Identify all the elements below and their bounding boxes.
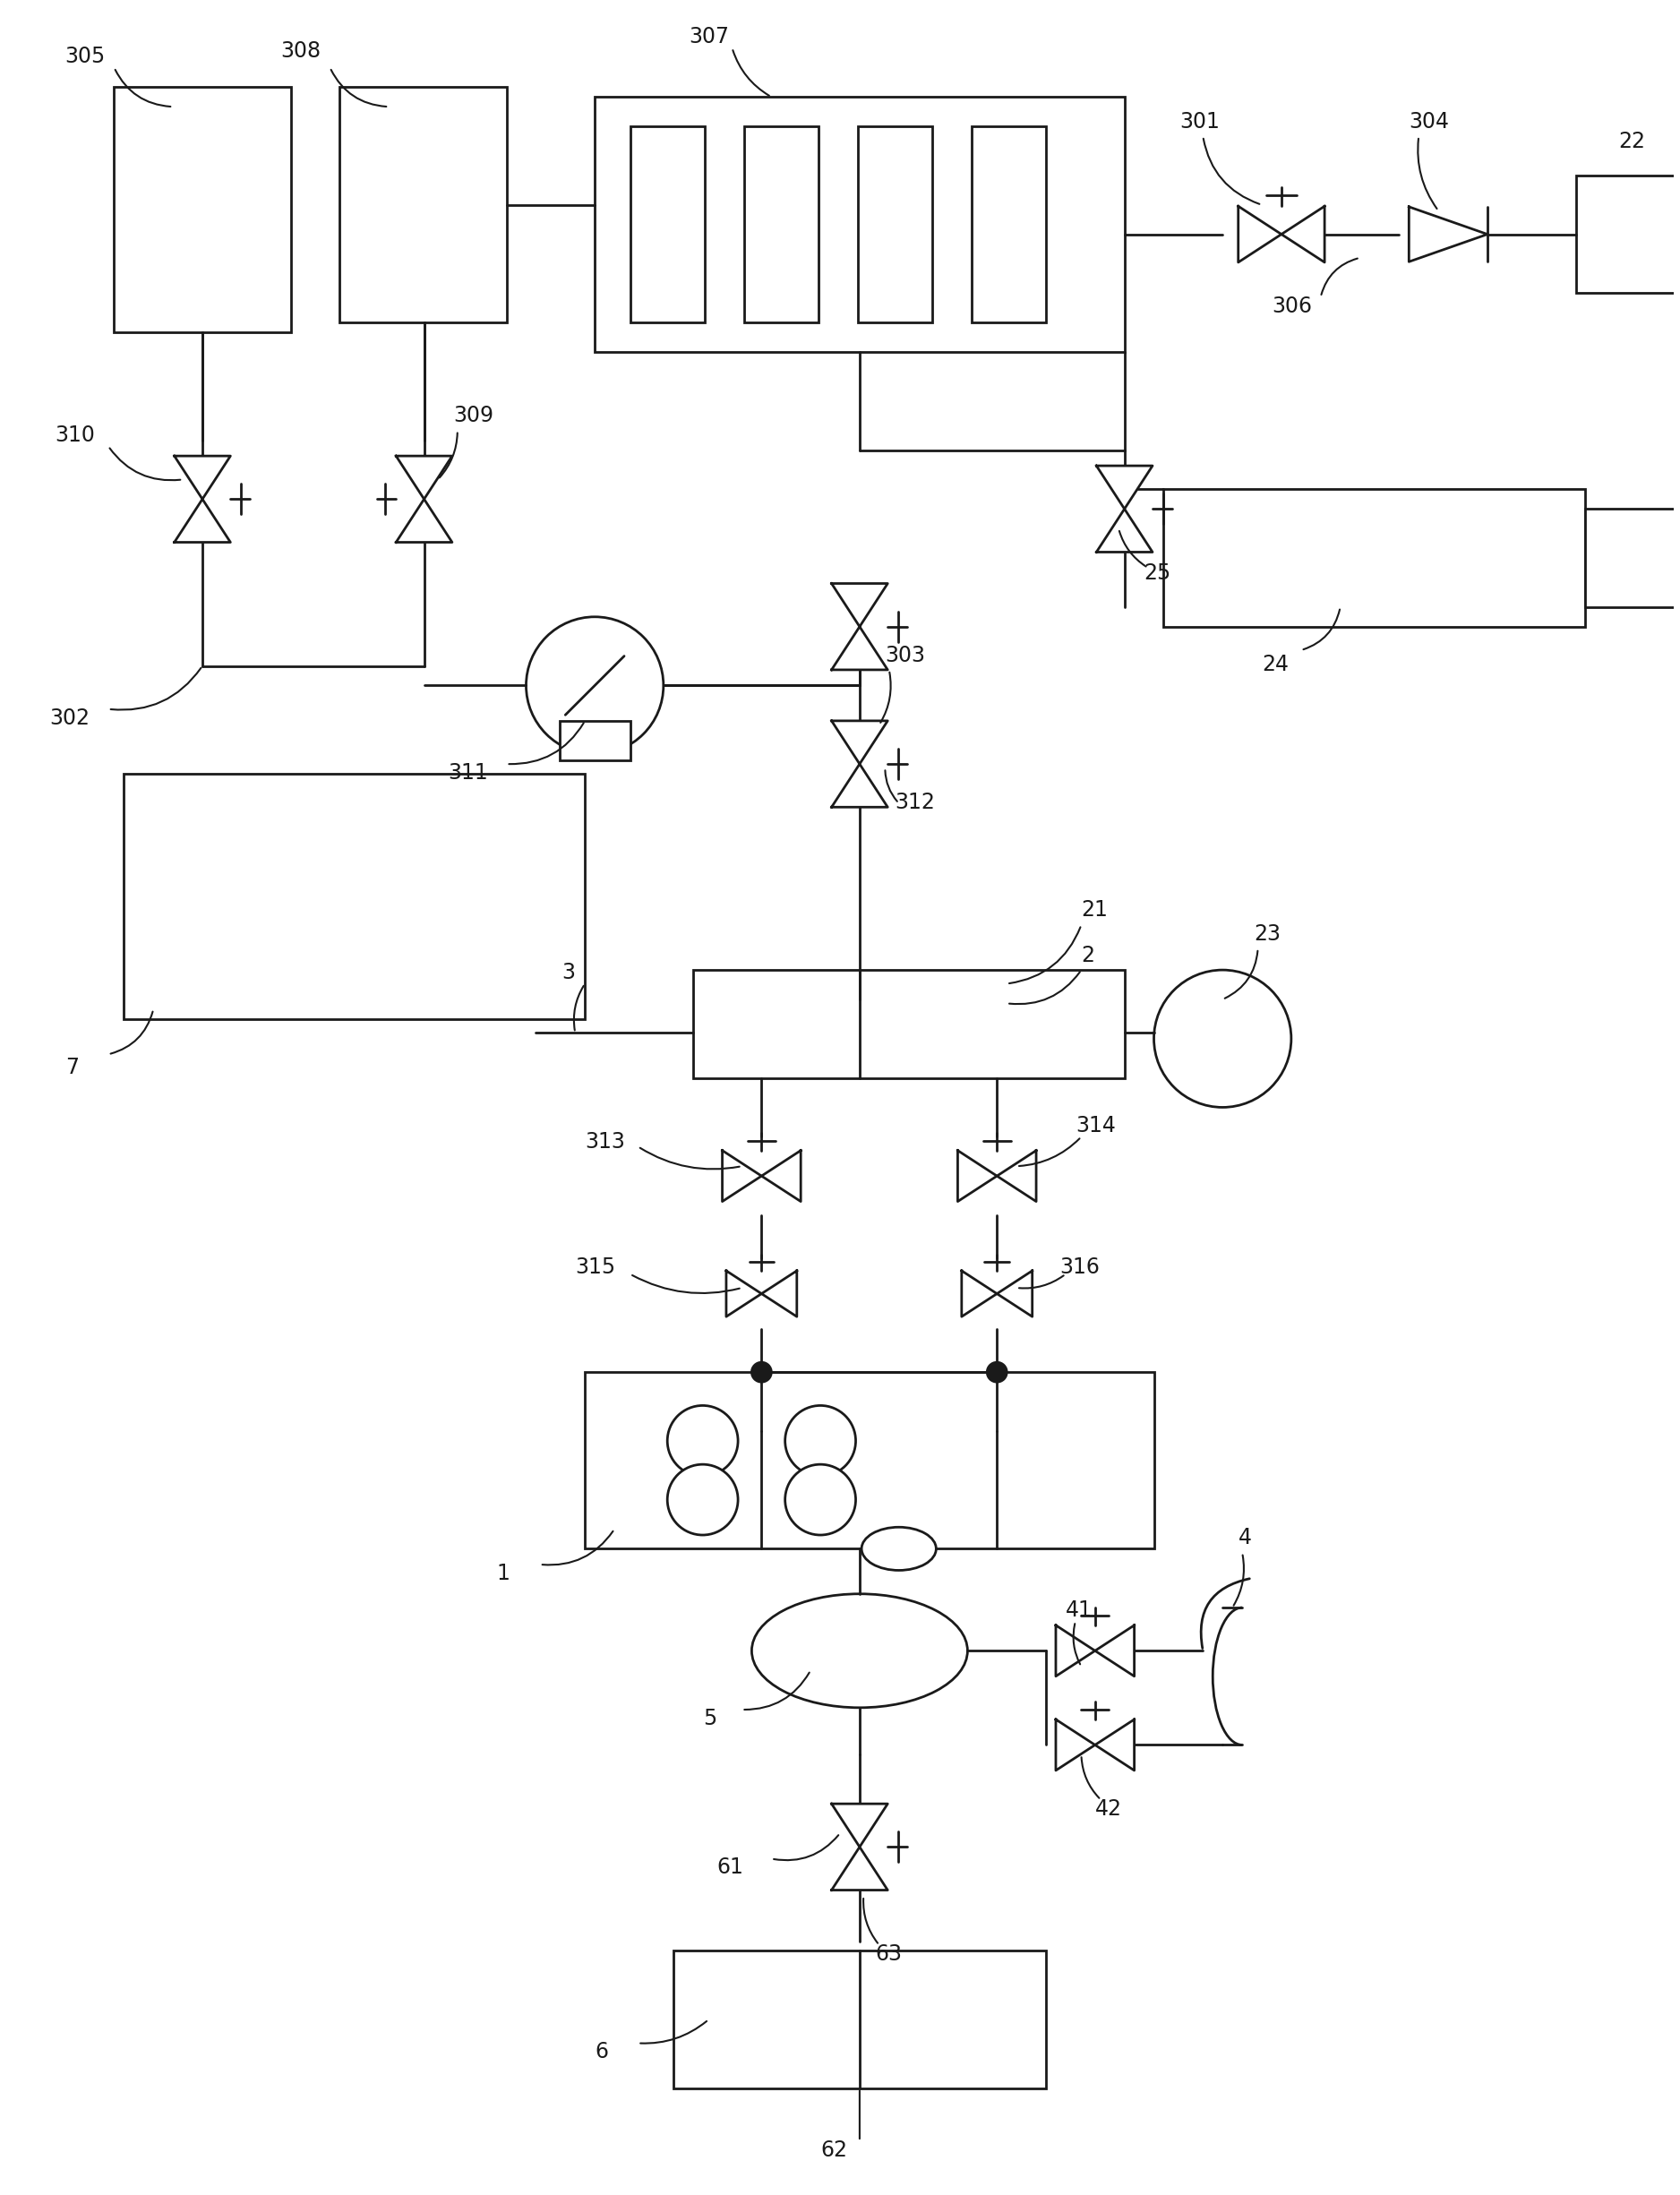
Text: 4: 4 bbox=[1238, 1528, 1252, 1550]
Polygon shape bbox=[1097, 465, 1152, 509]
Polygon shape bbox=[961, 1271, 996, 1317]
Text: 302: 302 bbox=[49, 707, 89, 729]
Polygon shape bbox=[1095, 1624, 1134, 1677]
Text: 306: 306 bbox=[1272, 294, 1312, 316]
Polygon shape bbox=[832, 764, 887, 808]
Bar bbox=[339, 88, 506, 323]
Polygon shape bbox=[761, 1150, 801, 1201]
Text: 3: 3 bbox=[561, 961, 575, 983]
Circle shape bbox=[988, 1363, 1006, 1383]
Bar bbox=[114, 88, 291, 331]
Text: 304: 304 bbox=[1410, 110, 1450, 132]
Text: 62: 62 bbox=[820, 2140, 847, 2160]
Bar bbox=[744, 127, 818, 323]
Bar bbox=[585, 1372, 1154, 1550]
Text: 7: 7 bbox=[66, 1056, 79, 1078]
Text: 2: 2 bbox=[1082, 944, 1095, 966]
Text: 313: 313 bbox=[585, 1130, 625, 1152]
Polygon shape bbox=[722, 1150, 761, 1201]
Polygon shape bbox=[396, 457, 452, 498]
Text: 63: 63 bbox=[875, 1943, 902, 1965]
Circle shape bbox=[667, 1464, 738, 1534]
Circle shape bbox=[1154, 970, 1292, 1106]
Ellipse shape bbox=[862, 1528, 936, 1569]
Text: 1: 1 bbox=[497, 1563, 511, 1585]
Polygon shape bbox=[396, 498, 452, 542]
Polygon shape bbox=[832, 1846, 887, 1890]
Circle shape bbox=[751, 1363, 771, 1383]
Polygon shape bbox=[832, 720, 887, 764]
Text: 303: 303 bbox=[885, 645, 926, 665]
Text: 307: 307 bbox=[689, 26, 729, 48]
Text: 25: 25 bbox=[1144, 562, 1171, 584]
Polygon shape bbox=[761, 1271, 796, 1317]
Bar bbox=[692, 970, 1124, 1078]
Bar bbox=[1164, 489, 1586, 626]
Polygon shape bbox=[832, 626, 887, 669]
Text: 312: 312 bbox=[895, 792, 936, 812]
Text: 311: 311 bbox=[447, 762, 487, 784]
Text: 61: 61 bbox=[716, 1857, 743, 1879]
Bar bbox=[559, 720, 630, 759]
Polygon shape bbox=[1095, 1719, 1134, 1771]
Text: 42: 42 bbox=[1095, 1798, 1122, 1820]
Circle shape bbox=[785, 1405, 855, 1477]
Circle shape bbox=[667, 1405, 738, 1477]
Polygon shape bbox=[1238, 206, 1282, 263]
Circle shape bbox=[785, 1464, 855, 1534]
Text: 308: 308 bbox=[281, 40, 321, 61]
Bar bbox=[630, 127, 704, 323]
Text: 314: 314 bbox=[1075, 1115, 1116, 1137]
Polygon shape bbox=[832, 584, 887, 626]
Text: 5: 5 bbox=[702, 1708, 716, 1730]
Bar bbox=[1586, 509, 1680, 608]
Polygon shape bbox=[726, 1271, 761, 1317]
Text: 305: 305 bbox=[66, 46, 106, 68]
Polygon shape bbox=[175, 457, 230, 498]
Bar bbox=[674, 1951, 1047, 2087]
Text: 21: 21 bbox=[1082, 900, 1109, 922]
Polygon shape bbox=[1097, 509, 1152, 553]
Polygon shape bbox=[1055, 1624, 1095, 1677]
Bar bbox=[858, 127, 932, 323]
Polygon shape bbox=[1055, 1719, 1095, 1771]
Polygon shape bbox=[996, 1150, 1037, 1201]
Text: 301: 301 bbox=[1179, 110, 1220, 132]
Polygon shape bbox=[175, 498, 230, 542]
Bar bbox=[971, 127, 1047, 323]
Text: 24: 24 bbox=[1262, 654, 1289, 676]
Polygon shape bbox=[996, 1271, 1032, 1317]
Ellipse shape bbox=[751, 1594, 968, 1708]
Bar bbox=[595, 97, 1124, 351]
Polygon shape bbox=[1282, 206, 1324, 263]
Text: 310: 310 bbox=[55, 424, 96, 446]
Polygon shape bbox=[1410, 206, 1487, 261]
Text: 22: 22 bbox=[1620, 130, 1646, 151]
Text: 41: 41 bbox=[1065, 1600, 1092, 1622]
Text: 6: 6 bbox=[595, 2041, 608, 2063]
Bar bbox=[1576, 176, 1680, 294]
Polygon shape bbox=[958, 1150, 996, 1201]
Bar bbox=[124, 775, 585, 1018]
Polygon shape bbox=[832, 1804, 887, 1846]
Text: 23: 23 bbox=[1253, 922, 1280, 944]
Circle shape bbox=[526, 617, 664, 755]
Text: 315: 315 bbox=[575, 1256, 615, 1277]
Text: 309: 309 bbox=[454, 406, 494, 426]
Text: 316: 316 bbox=[1060, 1256, 1100, 1277]
